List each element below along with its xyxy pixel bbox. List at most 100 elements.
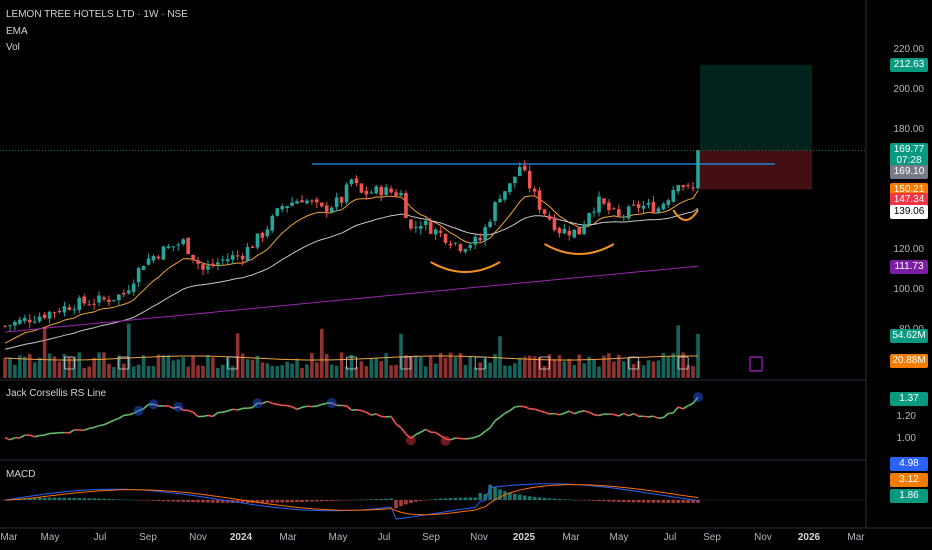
- earnings-marker: [63, 356, 75, 370]
- volume-bar: [631, 363, 636, 378]
- macd-histogram-bar: [522, 495, 527, 500]
- candle: [245, 247, 250, 261]
- macd-histogram-bar: [310, 500, 314, 502]
- macd-histogram-bar: [518, 494, 522, 500]
- candle: [176, 244, 181, 246]
- volume-indicator-label[interactable]: Vol: [6, 42, 20, 53]
- macd-histogram-bar: [646, 500, 651, 503]
- macd-histogram-bar: [364, 499, 369, 500]
- candle: [656, 208, 661, 214]
- macd-pane-label[interactable]: MACD: [6, 469, 36, 480]
- rs-line-segment: [251, 402, 258, 409]
- rs-line-segment: [524, 405, 531, 410]
- candle: [552, 217, 557, 230]
- rs-line-segment: [509, 406, 516, 412]
- candle: [498, 198, 502, 203]
- macd-histogram-bar: [443, 498, 448, 500]
- macd-histogram-bar: [532, 496, 537, 500]
- x-axis-tick: Nov: [470, 532, 488, 543]
- candle: [518, 166, 522, 176]
- macd-histogram-bar: [295, 500, 299, 503]
- rs-line-segment: [479, 430, 486, 436]
- rs-line-segment: [212, 411, 219, 417]
- macd-histogram-bar: [206, 500, 210, 503]
- candle: [300, 200, 304, 203]
- volume-bar: [463, 365, 468, 378]
- macd-histogram-bar: [42, 497, 47, 500]
- candle: [374, 186, 379, 194]
- rs-line-segment: [440, 434, 446, 440]
- x-axis-tick: May: [40, 532, 60, 543]
- x-axis-tick: Nov: [189, 532, 207, 543]
- volume-bar: [201, 365, 205, 378]
- ema-indicator-label[interactable]: EMA: [6, 26, 28, 37]
- volume-bar: [250, 359, 255, 378]
- x-axis-tick: Mar: [0, 532, 18, 543]
- volume-bar: [666, 356, 671, 378]
- candle: [122, 292, 126, 295]
- candle: [47, 311, 52, 319]
- macd-histogram-bar: [216, 500, 220, 503]
- candle: [339, 197, 344, 203]
- volume-bar: [587, 356, 591, 378]
- rs-new-high-dot: [148, 399, 159, 410]
- macd-tag: 4.98: [890, 457, 928, 471]
- volume-bar: [508, 365, 512, 378]
- candle: [206, 265, 210, 270]
- candle: [617, 209, 621, 216]
- macd-histogram-bar: [656, 500, 661, 503]
- macd-histogram-bar: [359, 499, 364, 501]
- candle: [537, 190, 542, 210]
- volume-bar: [156, 354, 161, 378]
- macd-histogram-bar: [92, 498, 96, 500]
- volume-bar: [567, 358, 572, 378]
- candle: [315, 199, 319, 203]
- rs-line-segment: [286, 404, 293, 408]
- volume-bar: [92, 357, 96, 378]
- rs-line-segment: [628, 412, 634, 417]
- volume-bar: [52, 356, 57, 378]
- volume-bar: [122, 363, 126, 378]
- macd-histogram-bar: [201, 500, 205, 503]
- candle: [117, 294, 121, 301]
- rs-line-segment: [371, 413, 377, 416]
- volume-bar: [305, 364, 309, 378]
- candle: [587, 212, 591, 225]
- volume-bar: [324, 354, 329, 378]
- candle: [547, 215, 552, 220]
- macd-histogram-bar: [151, 500, 156, 501]
- rs-line-segment: [202, 414, 209, 418]
- macd-tag: 3.12: [890, 473, 928, 487]
- candle: [171, 246, 176, 248]
- rs-line-segment: [153, 403, 159, 407]
- candle: [379, 186, 383, 196]
- volume-bar: [636, 360, 641, 378]
- candle: [27, 319, 32, 323]
- volume-bar: [641, 365, 646, 378]
- volume-bar: [621, 361, 626, 378]
- rs-line-segment: [375, 413, 382, 418]
- rs-pane-label[interactable]: Jack Corsellis RS Line: [6, 388, 107, 399]
- macd-histogram-bar: [47, 497, 52, 500]
- rs-line-segment: [113, 417, 120, 421]
- candle: [399, 192, 403, 196]
- candle: [567, 230, 572, 236]
- macd-histogram-bar: [567, 499, 572, 501]
- symbol-title[interactable]: LEMON TREE HOTELS LTD · 1W · NSE: [6, 9, 188, 20]
- volume-tag: 54.62M: [890, 329, 928, 343]
- volume-bar: [176, 359, 181, 378]
- candle: [324, 205, 329, 212]
- candle: [126, 290, 131, 294]
- candle: [290, 202, 294, 206]
- macd-histogram-bar: [146, 500, 151, 501]
- macd-histogram-bar: [404, 500, 408, 505]
- candle: [686, 185, 690, 187]
- macd-histogram-bar: [453, 497, 458, 500]
- volume-bar: [448, 352, 453, 378]
- candle: [572, 229, 577, 238]
- ema-long-line: [4, 265, 699, 333]
- volume-bar: [260, 362, 265, 378]
- macd-histogram-bar: [582, 500, 586, 501]
- rs-line-segment: [138, 407, 144, 412]
